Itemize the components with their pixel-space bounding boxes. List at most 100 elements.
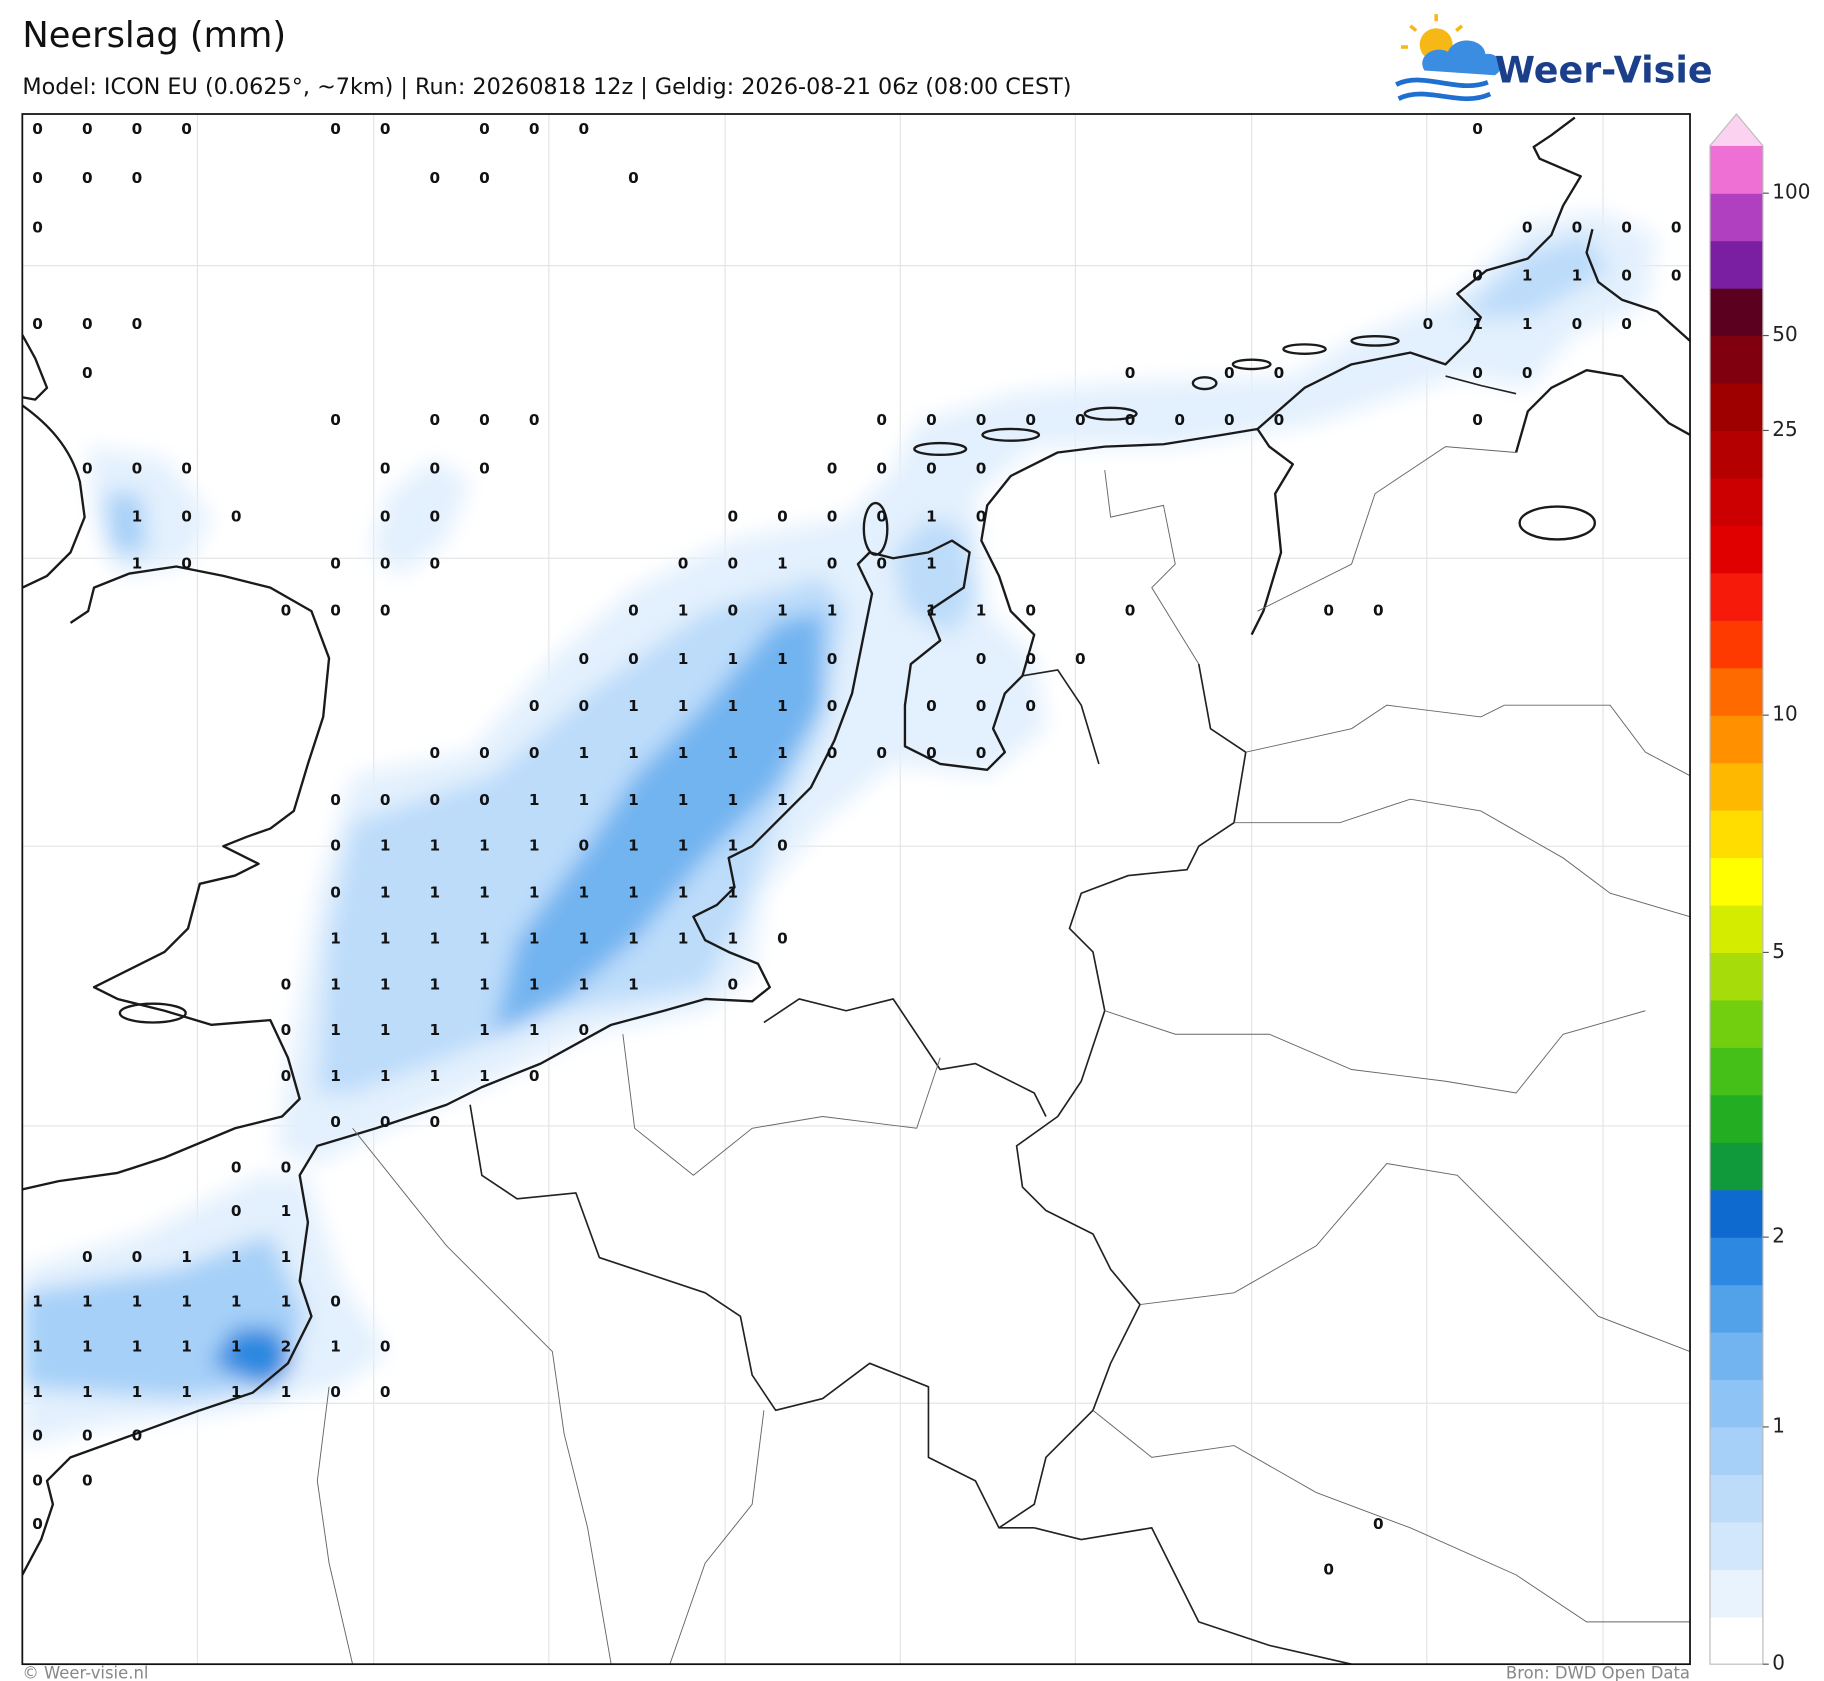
grid-value: 0 <box>1472 364 1483 382</box>
grid-value: 0 <box>1621 315 1632 333</box>
colorbar-segment <box>1710 1474 1763 1523</box>
grid-value: 1 <box>132 555 143 573</box>
grid-value: 1 <box>578 975 589 993</box>
island <box>913 441 968 457</box>
grid-value: 1 <box>32 1293 43 1311</box>
grid-value: 0 <box>380 1383 391 1401</box>
grid-value: 1 <box>181 1248 192 1266</box>
grid-value: 1 <box>479 930 490 948</box>
grid-value: 0 <box>380 791 391 809</box>
grid-value: 1 <box>82 1383 93 1401</box>
grid-value: 1 <box>132 1337 143 1355</box>
grid-value: 0 <box>479 169 490 187</box>
grid-value: 0 <box>926 744 937 762</box>
grid-value: 0 <box>181 120 192 138</box>
grid-value: 0 <box>1025 650 1036 668</box>
grid-value: 0 <box>430 169 441 187</box>
grid-value: 0 <box>32 1471 43 1489</box>
grid-value: 0 <box>578 837 589 855</box>
colorbar-tick-label: 1 <box>1772 1413 1785 1437</box>
island <box>1231 358 1272 371</box>
grid-value: 0 <box>380 459 391 477</box>
grid-value: 0 <box>479 120 490 138</box>
grid-value: 0 <box>976 650 987 668</box>
grid-value: 0 <box>976 744 987 762</box>
colorbar-segment <box>1710 857 1763 906</box>
grid-value: 0 <box>926 459 937 477</box>
grid-value: 0 <box>1174 411 1185 429</box>
grid-value: 1 <box>330 1337 341 1355</box>
grid-value: 1 <box>678 650 689 668</box>
grid-value: 1 <box>727 697 738 715</box>
grid-value: 0 <box>82 315 93 333</box>
grid-value: 0 <box>1125 411 1136 429</box>
logo-wave <box>1397 91 1492 102</box>
grid-value: 0 <box>529 120 540 138</box>
colorbar-tick-label: 25 <box>1772 417 1797 441</box>
grid-value: 0 <box>926 697 937 715</box>
grid-value: 1 <box>777 791 788 809</box>
grid-value: 0 <box>1671 219 1682 237</box>
colorbar-tick-label: 5 <box>1772 939 1785 963</box>
colorbar-segment <box>1710 1047 1763 1096</box>
grid-value: 0 <box>330 1293 341 1311</box>
colorbar-tick-label: 0 <box>1772 1651 1785 1675</box>
grid-value: 0 <box>32 219 43 237</box>
grid-value: 0 <box>330 1113 341 1131</box>
colorbar-segment <box>1710 1521 1763 1570</box>
island <box>1282 343 1327 355</box>
grid-value: 0 <box>181 459 192 477</box>
grid-value: 1 <box>82 1337 93 1355</box>
grid-value: 1 <box>479 975 490 993</box>
grid-value: 0 <box>479 791 490 809</box>
grid-value: 0 <box>380 508 391 526</box>
grid-value: 1 <box>132 508 143 526</box>
grid-value: 1 <box>281 1202 292 1220</box>
grid-value: 0 <box>430 508 441 526</box>
grid-value: 0 <box>777 508 788 526</box>
grid-value: 2 <box>281 1337 292 1355</box>
grid-value: 1 <box>678 837 689 855</box>
grid-value: 0 <box>926 411 937 429</box>
grid-value: 0 <box>876 555 887 573</box>
subtitle: Model: ICON EU (0.0625°, ~7km) | Run: 20… <box>22 74 1071 100</box>
grid-value: 1 <box>628 837 639 855</box>
grid-value: 0 <box>281 1021 292 1039</box>
grid-value: 0 <box>281 602 292 620</box>
grid-value: 1 <box>479 884 490 902</box>
grid-value: 0 <box>231 1159 242 1177</box>
grid-value: 0 <box>82 120 93 138</box>
island <box>1191 376 1218 391</box>
grid-value: 0 <box>976 411 987 429</box>
grid-value: 1 <box>727 837 738 855</box>
grid-value: 1 <box>727 744 738 762</box>
colorbar-segment <box>1710 620 1763 669</box>
grid-value: 0 <box>578 697 589 715</box>
grid-value: 1 <box>529 975 540 993</box>
grid-value: 1 <box>330 975 341 993</box>
footer-left: © Weer-visie.nl <box>22 1663 148 1681</box>
grid-value: 0 <box>132 315 143 333</box>
grid-value: 0 <box>82 459 93 477</box>
grid-value: 0 <box>32 169 43 187</box>
colorbar-segment <box>1710 1426 1763 1475</box>
grid-value: 1 <box>1522 315 1533 333</box>
grid-value: 0 <box>777 930 788 948</box>
grid-value: 0 <box>479 744 490 762</box>
grid-value: 0 <box>1472 267 1483 285</box>
grid-value: 0 <box>1522 219 1533 237</box>
grid-value: 0 <box>1621 219 1632 237</box>
grid-value: 0 <box>827 555 838 573</box>
grid-value: 0 <box>1025 602 1036 620</box>
grid-value: 0 <box>330 791 341 809</box>
borders <box>469 375 1517 1665</box>
grid-value: 0 <box>1472 411 1483 429</box>
grid-value: 1 <box>181 1293 192 1311</box>
grid-value: 0 <box>827 508 838 526</box>
grid-value: 0 <box>1621 267 1632 285</box>
grid-value: 1 <box>32 1337 43 1355</box>
grid-value: 1 <box>430 1067 441 1085</box>
grid-value: 1 <box>628 697 639 715</box>
